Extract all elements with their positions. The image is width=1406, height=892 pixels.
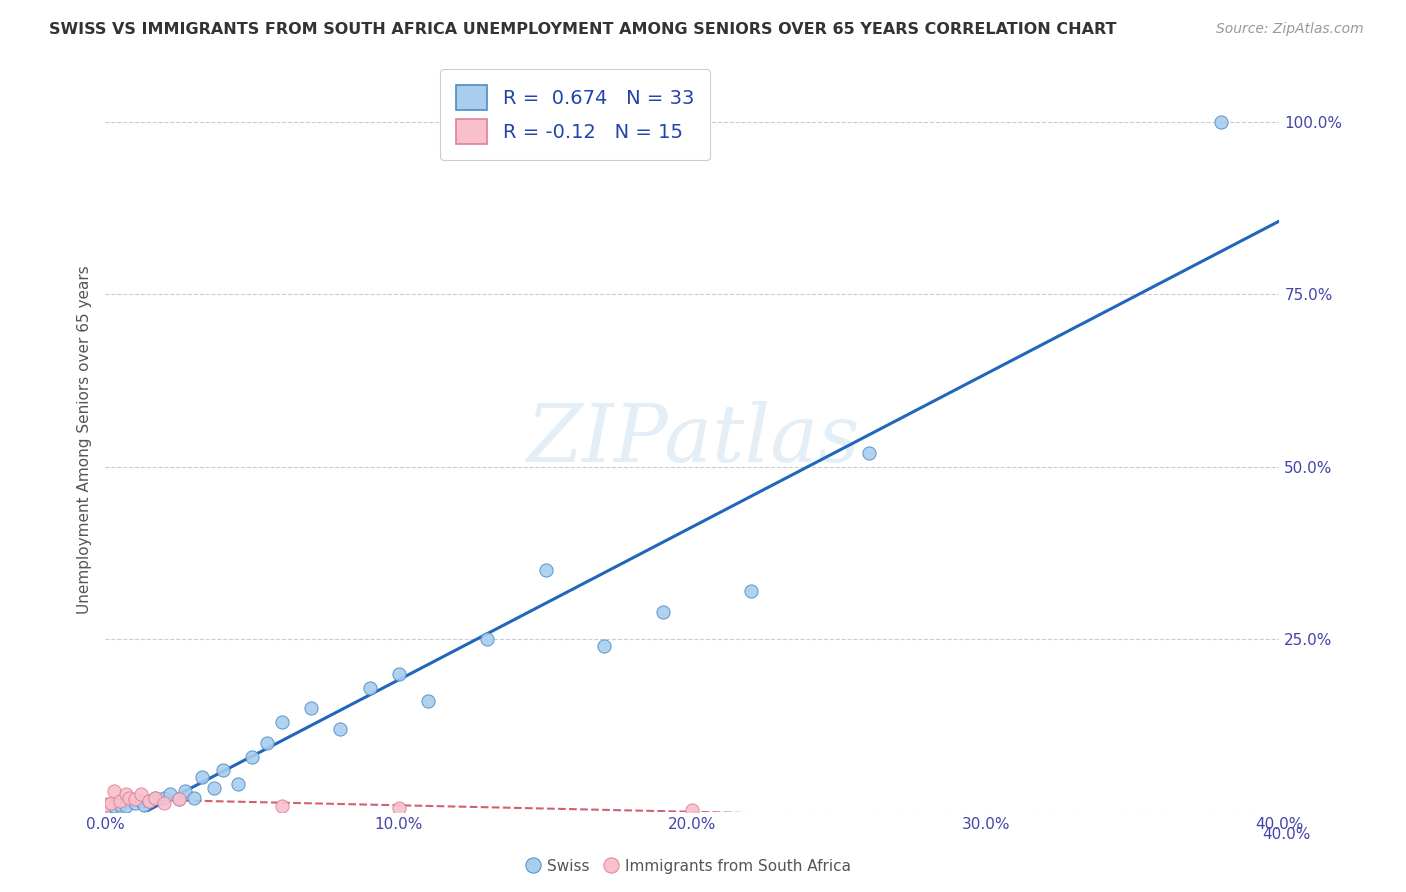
Point bbox=[740, 584, 762, 599]
Point bbox=[153, 791, 176, 805]
Point bbox=[118, 791, 141, 805]
Point bbox=[124, 797, 146, 811]
Point bbox=[132, 797, 155, 812]
Point bbox=[143, 791, 166, 805]
Point bbox=[211, 764, 233, 778]
Point bbox=[129, 788, 152, 802]
Point bbox=[418, 694, 440, 708]
Point bbox=[143, 791, 166, 805]
Point bbox=[652, 605, 675, 619]
Text: SWISS VS IMMIGRANTS FROM SOUTH AFRICA UNEMPLOYMENT AMONG SENIORS OVER 65 YEARS C: SWISS VS IMMIGRANTS FROM SOUTH AFRICA UN… bbox=[49, 22, 1116, 37]
Point bbox=[270, 714, 292, 729]
Point bbox=[159, 788, 181, 802]
Point bbox=[1209, 115, 1232, 129]
Point bbox=[115, 788, 138, 802]
Point bbox=[173, 784, 195, 798]
Point bbox=[270, 799, 292, 814]
Point bbox=[167, 792, 190, 806]
Point bbox=[858, 446, 880, 460]
Point bbox=[240, 749, 263, 764]
Point bbox=[475, 632, 498, 647]
Point bbox=[94, 801, 117, 815]
Point bbox=[138, 794, 160, 808]
Point bbox=[167, 792, 190, 806]
Legend: R =  0.674   N = 33, R = -0.12   N = 15: R = 0.674 N = 33, R = -0.12 N = 15 bbox=[440, 70, 710, 160]
Point bbox=[124, 792, 146, 806]
Text: Source: ZipAtlas.com: Source: ZipAtlas.com bbox=[1216, 22, 1364, 37]
Point bbox=[129, 794, 152, 808]
Point bbox=[108, 794, 131, 808]
Point bbox=[593, 639, 616, 653]
Point bbox=[108, 797, 131, 812]
Point bbox=[138, 794, 160, 808]
Point bbox=[183, 791, 205, 805]
Point bbox=[115, 799, 138, 814]
Y-axis label: Unemployment Among Seniors over 65 years: Unemployment Among Seniors over 65 years bbox=[77, 265, 93, 614]
Point bbox=[388, 666, 411, 681]
Point bbox=[202, 780, 225, 795]
Text: 40.0%: 40.0% bbox=[1263, 827, 1310, 841]
Point bbox=[153, 797, 176, 811]
Legend: Swiss, Immigrants from South Africa: Swiss, Immigrants from South Africa bbox=[522, 853, 856, 880]
Point bbox=[226, 777, 249, 791]
Point bbox=[256, 736, 278, 750]
Point bbox=[534, 563, 557, 577]
Point bbox=[94, 797, 117, 812]
Point bbox=[329, 722, 352, 736]
Point bbox=[103, 784, 125, 798]
Point bbox=[103, 799, 125, 814]
Point bbox=[191, 770, 214, 784]
Text: ZIPatlas: ZIPatlas bbox=[526, 401, 859, 478]
Point bbox=[100, 797, 122, 811]
Point bbox=[299, 701, 322, 715]
Point bbox=[388, 801, 411, 815]
Point bbox=[359, 681, 381, 695]
Point bbox=[682, 803, 704, 817]
